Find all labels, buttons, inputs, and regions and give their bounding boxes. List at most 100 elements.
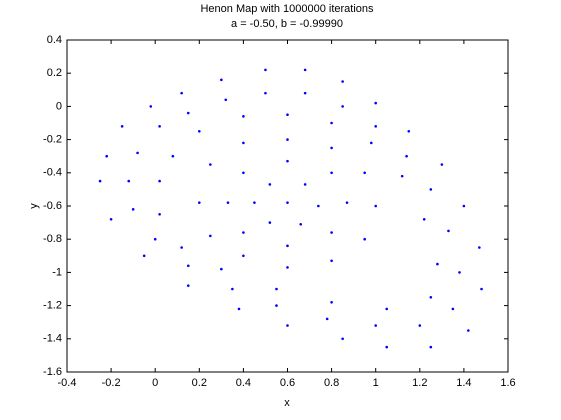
point [303,91,307,95]
point [180,91,183,95]
point [467,329,470,332]
point [458,271,461,274]
point [286,138,289,141]
point [400,174,404,178]
point [286,244,289,248]
chart-subtitle: a = -0.50, b = -0.99990 [231,18,343,30]
point [374,204,378,208]
point [158,125,161,128]
point [131,208,135,211]
x-tick-label: 0.6 [280,377,295,389]
point [242,115,245,118]
point [158,179,161,183]
plot-area [66,39,509,373]
point [286,159,289,163]
point [136,151,139,155]
point [374,101,378,105]
point [275,287,278,291]
point [98,179,102,183]
x-tick-label: -0.4 [58,377,77,389]
point [303,68,307,72]
point [209,163,212,166]
y-tick-label: 0.2 [47,67,62,79]
point [120,125,124,128]
point [325,317,329,321]
point [407,130,411,133]
point [330,300,333,304]
y-axis-label: y [28,203,40,209]
x-tick-label: 1.4 [456,377,471,389]
point [268,221,272,224]
point [330,259,333,263]
point [109,217,113,221]
point [224,98,228,102]
point [429,188,433,191]
point [436,262,439,266]
x-tick-label: 0.2 [192,377,207,389]
point [429,345,433,349]
point [220,267,223,271]
y-tick-label: -1 [52,266,62,278]
point [330,171,333,175]
point [242,141,245,145]
point [374,324,378,327]
point [385,307,389,311]
point [363,171,366,175]
point [303,183,307,186]
point [198,130,201,133]
point [242,254,245,258]
point [345,201,349,204]
point [242,231,245,234]
point [447,229,450,233]
x-tick-label: 1 [373,377,379,389]
point [153,237,157,241]
point [158,213,161,216]
point [180,246,183,249]
point [242,171,245,175]
point [330,121,333,125]
point [422,217,426,221]
point [268,183,272,186]
point [341,337,344,341]
y-tick-label: -0.4 [43,167,62,179]
point [363,237,366,241]
point [105,154,108,158]
point [253,201,256,204]
point [286,201,289,204]
point [127,179,131,183]
x-tick-label: 0.8 [324,377,339,389]
point [286,324,289,327]
point [264,91,267,95]
point [369,141,373,145]
point [418,324,422,327]
y-tick-label: -0.2 [43,134,62,146]
point [330,146,333,150]
point [198,201,201,204]
point [209,234,212,238]
point [286,113,289,116]
point [220,78,223,82]
y-tick-label: 0.4 [47,34,62,46]
x-tick-label: 0.4 [236,377,251,389]
point [317,204,320,208]
point [275,304,278,307]
point [330,231,333,234]
point [478,246,481,249]
x-tick-label: 0 [152,377,158,389]
x-axis-label: x [284,397,290,409]
point [429,296,433,299]
x-tick-label: -0.2 [102,377,121,389]
point [480,287,483,291]
point [440,163,444,166]
y-tick-label: -1.6 [43,366,62,378]
point [171,154,175,158]
point [231,287,234,291]
y-tick-label: 0 [56,100,62,112]
y-tick-label: -1.2 [43,300,62,312]
point [237,307,241,311]
point [264,68,267,72]
y-tick-label: -1.4 [43,333,62,345]
point [451,307,455,311]
x-tick-label: 1.2 [412,377,427,389]
